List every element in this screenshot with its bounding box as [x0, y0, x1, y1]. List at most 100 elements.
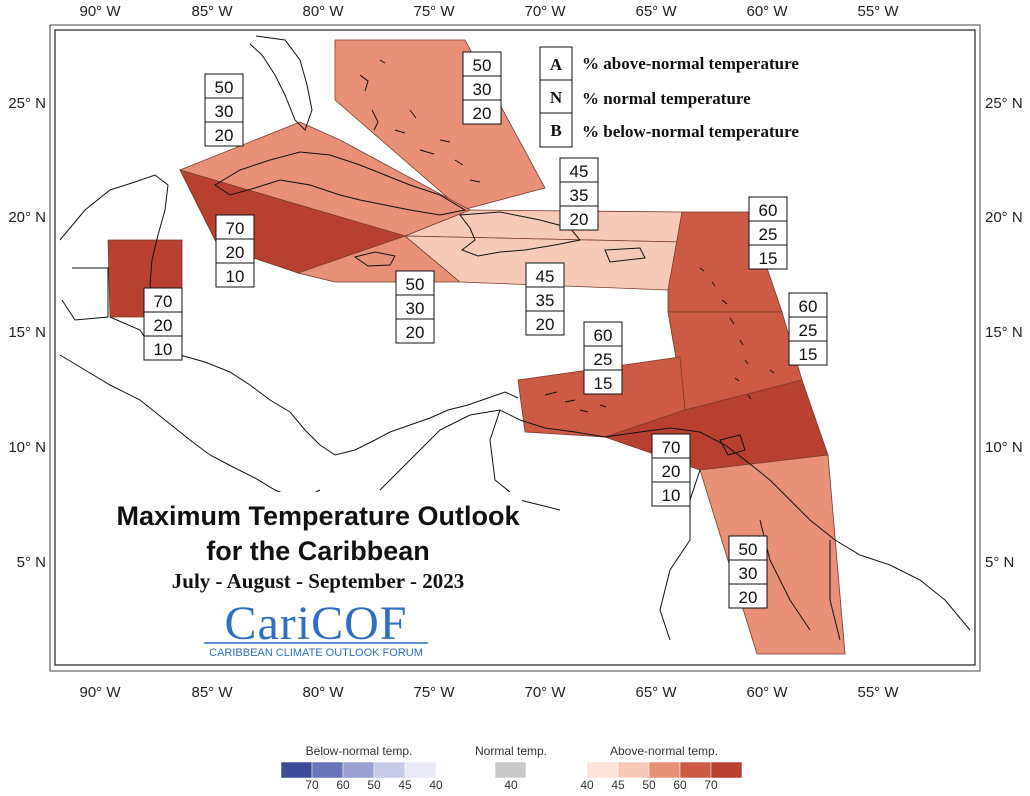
prob-box-belize: 70 20 10 [143, 287, 183, 361]
prob-below: 20 [473, 104, 492, 123]
lat-tick-left: 10° N [8, 439, 46, 456]
prob-below: 20 [406, 323, 425, 342]
prob-normal: 25 [594, 350, 613, 369]
lat-tick-left: 5° N [17, 554, 46, 571]
lat-tick-right: 5° N [985, 554, 1014, 571]
scale-above-label: 45 [611, 778, 625, 791]
prob-above: 70 [662, 438, 681, 457]
lat-tick-left: 25° N [8, 95, 46, 112]
lon-tick-top: 75° W [413, 3, 455, 20]
scale-below-label: 60 [336, 778, 350, 791]
lat-tick-left: 15° N [8, 324, 46, 341]
abc-islands [544, 391, 607, 413]
title-block: Maximum Temperature Outlook for the Cari… [62, 492, 522, 662]
prob-below: 20 [536, 315, 555, 334]
longitude-ticks-bottom: 90° W 85° W 80° W 75° W 70° W 65° W 60° … [79, 684, 899, 701]
prob-above: 60 [759, 201, 778, 220]
prob-normal: 20 [154, 316, 173, 335]
prob-normal: 30 [739, 564, 758, 583]
lat-tick-right: 15° N [985, 324, 1023, 341]
prob-box-bahamas: 50 30 20 [462, 51, 502, 125]
coastlines [59, 35, 971, 641]
prob-box-hispaniola-north: 45 35 20 [559, 157, 599, 231]
lat-tick-left: 20° N [8, 209, 46, 226]
probability-labels: 50 30 20 50 30 20 70 20 10 70 20 10 [143, 51, 828, 609]
scale-title-above: Above-normal temp. [610, 744, 718, 758]
central-america-coast [59, 174, 519, 456]
legend-label-below: % below-normal temperature [582, 122, 799, 141]
legend-label-normal: % normal temperature [582, 89, 751, 108]
lon-tick-bottom: 75° W [413, 684, 455, 701]
lon-tick-top: 60° W [746, 3, 788, 20]
prob-normal: 30 [473, 80, 492, 99]
lon-tick-top: 65° W [635, 3, 677, 20]
scale-title-normal: Normal temp. [475, 744, 547, 758]
prob-normal: 20 [226, 243, 245, 262]
legend-key-n: N [550, 88, 563, 107]
latitude-ticks-left: 25° N 20° N 15° N 10° N 5° N [8, 95, 46, 571]
caricof-logo: CariCOF CARIBBEAN CLIMATE OUTLOOK FORUM [204, 597, 428, 659]
lesser-antilles [699, 267, 775, 400]
prob-below: 10 [154, 340, 173, 359]
prob-box-trinidad: 70 20 10 [651, 433, 691, 507]
scale-above-swatches [586, 761, 743, 779]
scale-swatch [280, 761, 313, 779]
prob-box-hispaniola-south: 45 35 20 [525, 262, 565, 336]
lon-tick-top: 85° W [191, 3, 233, 20]
lon-tick-top: 80° W [302, 3, 344, 20]
title-line-1: Maximum Temperature Outlook [116, 501, 520, 531]
prob-above: 45 [536, 267, 555, 286]
scale-swatch [494, 761, 527, 779]
scale-above-label: 60 [673, 778, 687, 791]
lon-tick-top: 70° W [524, 3, 566, 20]
scale-swatch [617, 761, 650, 779]
scale-below-label: 70 [305, 778, 319, 791]
prob-above: 50 [473, 56, 492, 75]
prob-normal: 25 [799, 321, 818, 340]
prob-box-northern-cuba: 50 30 20 [204, 73, 244, 147]
logo-wordmark: CariCOF [224, 597, 407, 650]
prob-normal: 30 [215, 102, 234, 121]
puerto-rico-coast [604, 247, 646, 263]
scale-above-label: 50 [642, 778, 656, 791]
lon-tick-bottom: 65° W [635, 684, 677, 701]
scale-below-label: 50 [367, 778, 381, 791]
prob-above: 60 [594, 326, 613, 345]
lon-tick-bottom: 60° W [746, 684, 788, 701]
prob-above: 50 [406, 275, 425, 294]
prob-below: 15 [799, 345, 818, 364]
prob-normal: 20 [662, 462, 681, 481]
prob-box-guianas: 50 30 20 [728, 535, 768, 609]
scale-above-label: 70 [704, 778, 718, 791]
title-line-2: for the Caribbean [206, 536, 430, 566]
prob-box-jamaica: 50 30 20 [395, 270, 435, 344]
season-label: July - August - September - 2023 [172, 569, 464, 593]
prob-below: 15 [759, 249, 778, 268]
prob-box-abc: 60 25 15 [583, 321, 623, 395]
lat-tick-right: 25° N [985, 95, 1023, 112]
prob-below: 20 [570, 210, 589, 229]
prob-above: 50 [739, 540, 758, 559]
prob-normal: 35 [536, 291, 555, 310]
lon-tick-bottom: 55° W [857, 684, 899, 701]
latitude-ticks-right: 25° N 20° N 15° N 10° N 5° N [985, 95, 1023, 571]
scale-swatch [586, 761, 619, 779]
scale-swatch [648, 761, 681, 779]
lon-tick-top: 55° W [857, 3, 899, 20]
scale-normal-label: 40 [504, 778, 518, 791]
logo-tagline: CARIBBEAN CLIMATE OUTLOOK FORUM [209, 647, 423, 659]
legend-key-b: B [550, 121, 561, 140]
scale-swatch [342, 761, 375, 779]
florida-coast [249, 35, 313, 131]
scale-title-below: Below-normal temp. [306, 744, 413, 758]
hispaniola-coast [459, 211, 581, 257]
prob-above: 70 [226, 219, 245, 238]
prob-normal: 30 [406, 299, 425, 318]
prob-below: 10 [226, 267, 245, 286]
scale-above-label: 40 [580, 778, 594, 791]
venezuela-interior-border [489, 409, 841, 641]
legend-key-a: A [550, 55, 563, 74]
prob-below: 20 [739, 588, 758, 607]
scale-swatch [679, 761, 712, 779]
